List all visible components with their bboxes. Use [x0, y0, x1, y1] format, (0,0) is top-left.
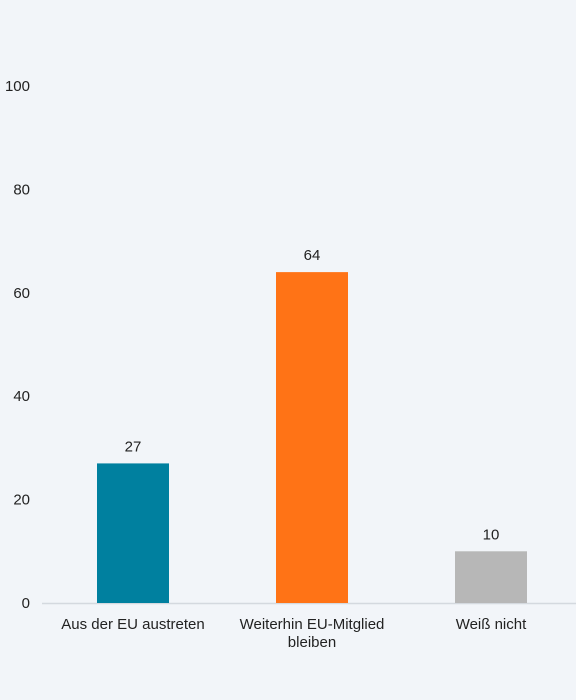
category-labels: Aus der EU austreten Weiterhin EU-Mitglie… [61, 616, 527, 651]
y-axis-ticks: 0 20 40 60 80 100 [5, 78, 30, 612]
data-label: 10 [483, 526, 500, 543]
bars [97, 272, 527, 603]
data-label: 64 [304, 247, 321, 264]
y-tick-label: 0 [22, 595, 30, 612]
bar [455, 551, 527, 603]
data-labels: 27 64 10 [125, 247, 500, 543]
x-tick-label: Weiß nicht [456, 616, 527, 633]
data-label: 27 [125, 438, 142, 455]
y-tick-label: 80 [13, 181, 30, 198]
x-tick-label: Weiterhin EU-Mitglied bleiben [240, 616, 385, 651]
y-tick-label: 60 [13, 285, 30, 302]
y-tick-label: 40 [13, 388, 30, 405]
y-tick-label: 100 [5, 78, 30, 95]
bar [97, 463, 169, 603]
bar [276, 272, 348, 603]
x-tick-label: Aus der EU austreten [61, 616, 204, 633]
y-tick-label: 20 [13, 492, 30, 509]
